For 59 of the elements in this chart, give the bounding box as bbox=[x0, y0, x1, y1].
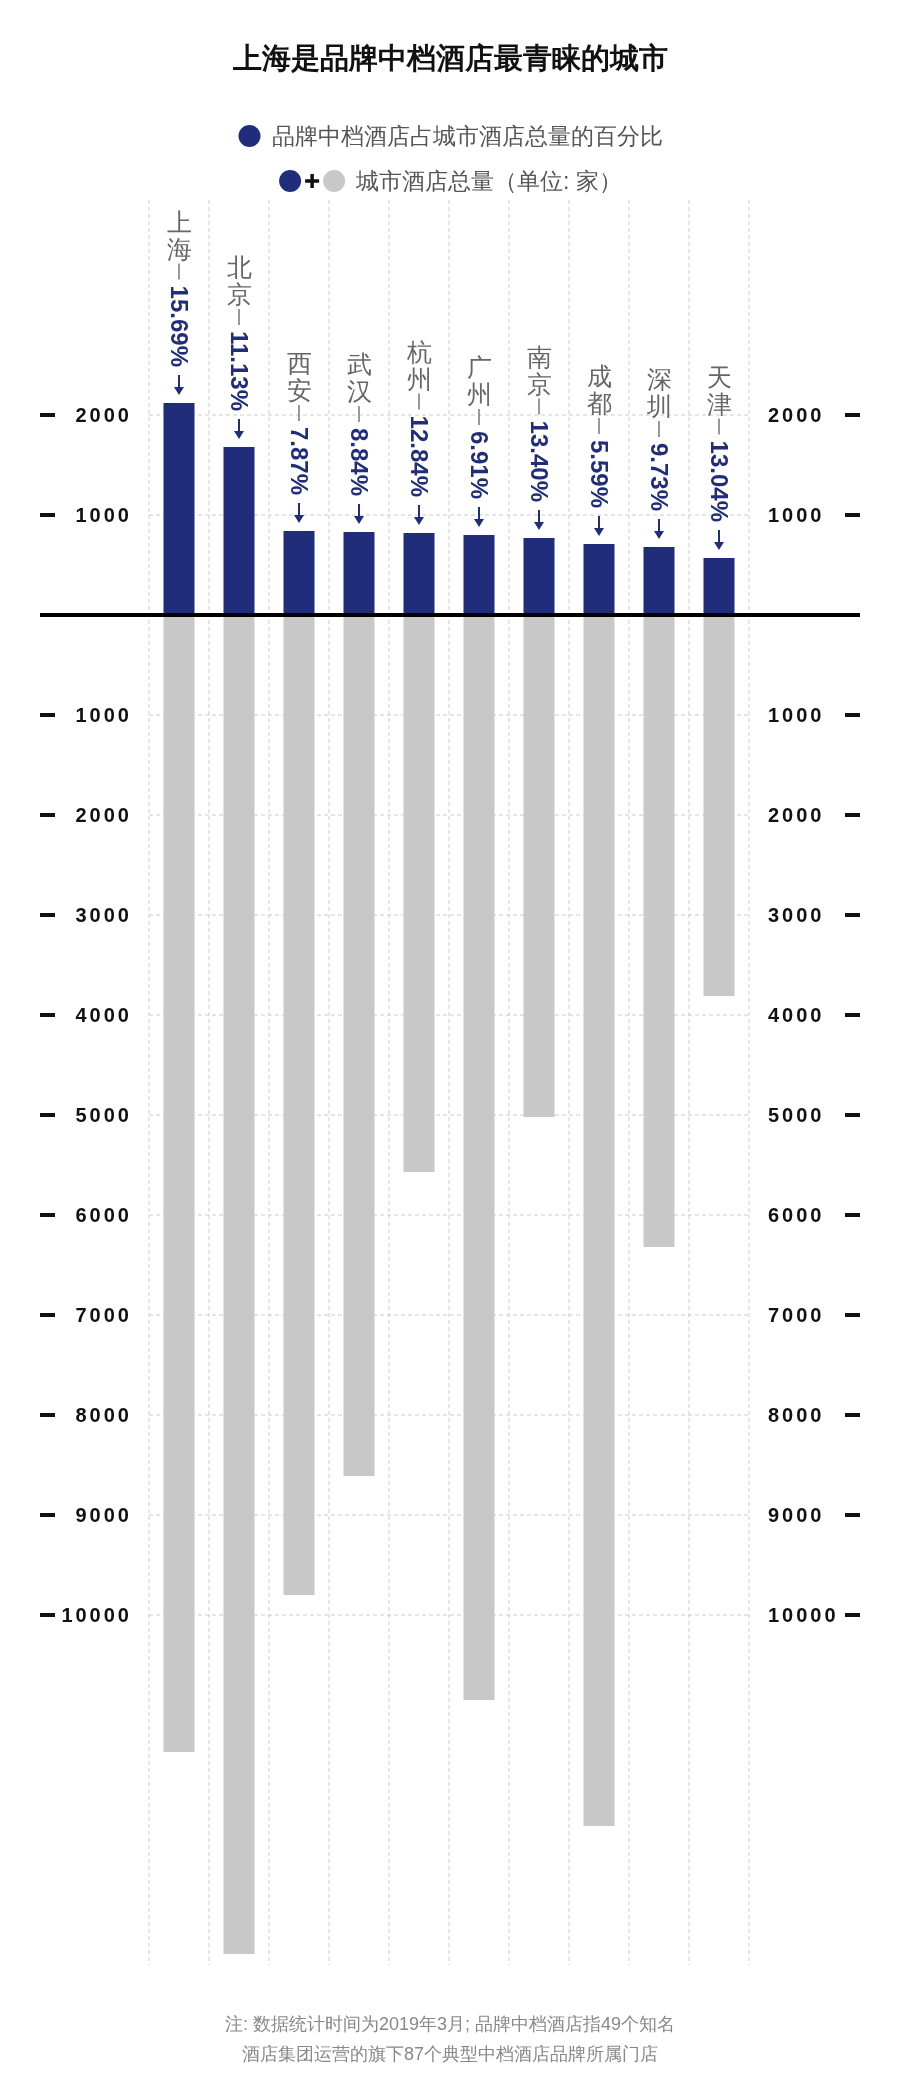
bar bbox=[643, 547, 675, 615]
annotation: 5.59% bbox=[585, 439, 613, 508]
y2-tick-label: 2000 bbox=[768, 804, 825, 826]
y2-tick-label: 1000 bbox=[768, 504, 825, 526]
x-tick-label: 西安 bbox=[286, 348, 312, 404]
y-tick-label: 6000 bbox=[75, 1204, 132, 1226]
y-tick-label: 1000 bbox=[75, 704, 132, 726]
y-tick-label: 8000 bbox=[75, 1404, 132, 1426]
y-tick-label: 3000 bbox=[75, 904, 132, 926]
x-tick-label: 上海 bbox=[166, 207, 192, 263]
annotation: 7.87% bbox=[285, 426, 313, 495]
y2-tick-label: 5000 bbox=[768, 1104, 825, 1126]
bar bbox=[463, 535, 495, 615]
y-tick-label: 9000 bbox=[75, 1504, 132, 1526]
bar bbox=[703, 558, 735, 615]
bar bbox=[223, 447, 255, 615]
x-tick-label: 广州 bbox=[466, 352, 492, 408]
y-tick-label: 7000 bbox=[75, 1304, 132, 1326]
x-tick-label: 北京 bbox=[226, 252, 252, 308]
annotation: 9.73% bbox=[645, 442, 673, 511]
y2-tick-label: 9000 bbox=[768, 1504, 825, 1526]
y-tick-label: 5000 bbox=[75, 1104, 132, 1126]
legend-label: 城市酒店总量（单位: 家） bbox=[355, 168, 622, 194]
annotation: 11.13% bbox=[225, 330, 253, 411]
y2-tick-label: 6000 bbox=[768, 1204, 825, 1226]
text: 酒店集团运营的旗下87个典型中档酒店品牌所属门店 bbox=[241, 2044, 659, 2064]
chart-title: 上海是品牌中档酒店最青睐的城市 bbox=[231, 42, 668, 74]
y-tick-label: 2000 bbox=[75, 404, 132, 426]
legend-label: 品牌中档酒店占城市酒店总量的百分比 bbox=[271, 123, 663, 149]
annotation: 15.69% bbox=[165, 285, 193, 367]
x-tick-label: 天津 bbox=[706, 362, 732, 418]
annotation: 13.04% bbox=[705, 440, 733, 522]
x-tick-label: 武汉 bbox=[346, 349, 372, 405]
annotation: 8.84% bbox=[345, 427, 373, 496]
y2-tick-label: 4000 bbox=[768, 1004, 825, 1026]
y2-tick-label: 3000 bbox=[768, 904, 825, 926]
bar bbox=[583, 544, 615, 615]
y2-tick-label: 8000 bbox=[768, 1404, 825, 1426]
text: 注: 数据统计时间为2019年3月; 品牌中档酒店指49个知名 bbox=[224, 2014, 676, 2034]
x-tick-label: 成都 bbox=[586, 361, 612, 417]
annotation: 6.91% bbox=[465, 430, 493, 499]
bar bbox=[403, 533, 435, 615]
x-tick-label: 杭州 bbox=[405, 337, 432, 393]
bar bbox=[523, 538, 555, 615]
y2-tick-label: 1000 bbox=[768, 704, 825, 726]
bar bbox=[283, 531, 315, 615]
annotation: 13.40% bbox=[525, 420, 553, 502]
annotation: 12.84% bbox=[405, 415, 433, 497]
y-tick-label: 1000 bbox=[75, 504, 132, 526]
bar bbox=[163, 403, 195, 615]
y2-tick-label: 7000 bbox=[768, 1304, 825, 1326]
x-tick-label: 深圳 bbox=[645, 364, 672, 420]
y2-tick-label: 10000 bbox=[768, 1604, 839, 1626]
y-tick-label: 4000 bbox=[75, 1004, 132, 1026]
x-tick-label: 南京 bbox=[526, 342, 552, 398]
bar bbox=[343, 532, 375, 615]
y2-tick-label: 2000 bbox=[768, 404, 825, 426]
y-tick-label: 10000 bbox=[61, 1604, 132, 1626]
y-tick-label: 2000 bbox=[75, 804, 132, 826]
